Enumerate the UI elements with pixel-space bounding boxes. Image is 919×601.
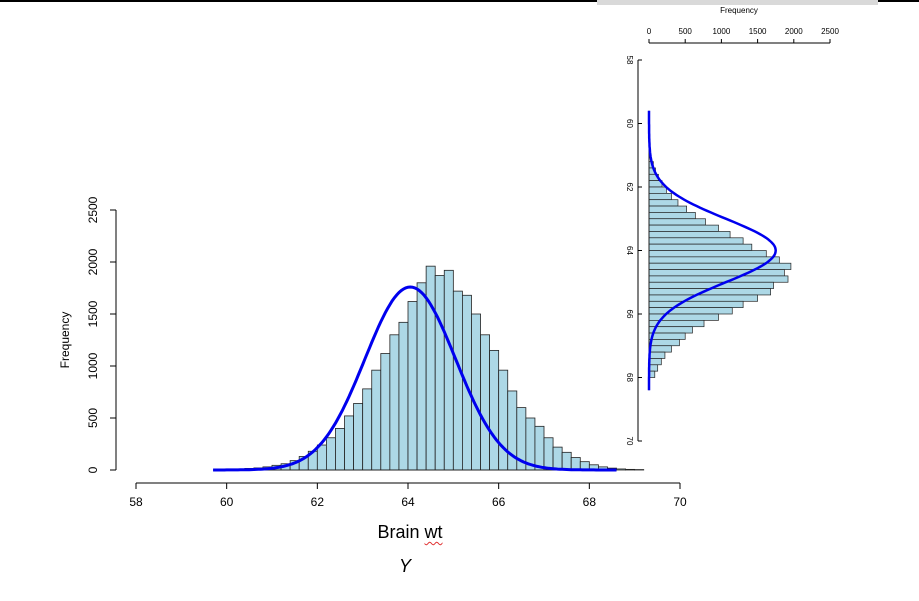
side-x-tick-label-2000: 2000 — [785, 27, 803, 36]
main-x-tick-label-66: 66 — [492, 495, 506, 509]
side-bar-27 — [648, 332, 686, 340]
side-x-tick-label-500: 500 — [679, 27, 693, 36]
side-bar-14 — [648, 250, 767, 258]
main-y-tick-label-1000: 1000 — [86, 352, 100, 379]
variable-caption: Y — [398, 556, 411, 576]
side-bar-15 — [648, 256, 780, 264]
x-caption-unit: wt — [424, 522, 443, 542]
side-bar-17 — [648, 269, 785, 277]
side-x-tick-label-0: 0 — [647, 27, 652, 36]
side-y-tick-label-58: 58 — [625, 56, 634, 65]
side-histogram-bars — [647, 110, 792, 391]
side-bar-12 — [648, 237, 744, 245]
side-bar-10 — [648, 224, 719, 232]
top-border-line — [0, 0, 919, 2]
side-y-tick-label-62: 62 — [625, 183, 634, 192]
side-axis-title: Frequency — [720, 6, 758, 15]
main-y-axis-label: Frequency — [58, 312, 72, 369]
main-x-tick-label-60: 60 — [220, 495, 234, 509]
side-bar-7 — [648, 205, 687, 213]
side-bar-28 — [648, 339, 680, 347]
side-x-tick-label-1500: 1500 — [749, 27, 767, 36]
side-x-tick-label-2500: 2500 — [821, 27, 839, 36]
side-y-tick-label-64: 64 — [625, 246, 634, 255]
side-x-axis: 0 500 1000 1500 2000 2500 — [647, 27, 839, 44]
side-y-tick-label-60: 60 — [625, 119, 634, 128]
side-y-tick-label-66: 66 — [625, 310, 634, 319]
main-x-tick-label-68: 68 — [583, 495, 597, 509]
main-x-tick-label-62: 62 — [311, 495, 325, 509]
side-density-curve — [647, 110, 777, 391]
side-bar-23 — [648, 307, 733, 315]
side-bar-31 — [648, 358, 662, 366]
main-y-tick-label-500: 500 — [86, 408, 100, 428]
side-y-tick-label-68: 68 — [625, 373, 634, 382]
main-x-axis: 58 60 62 64 66 68 70 — [129, 482, 687, 509]
side-x-tick-label-1000: 1000 — [713, 27, 731, 36]
side-bar-24 — [648, 313, 719, 321]
side-bar-8 — [648, 212, 696, 220]
side-bar-16 — [648, 262, 792, 270]
main-y-tick-label-2500: 2500 — [86, 196, 100, 223]
main-y-axis: 0 500 1000 1500 2000 2500 — [86, 196, 117, 473]
side-bar-5 — [648, 193, 672, 201]
main-density-curve — [213, 285, 617, 472]
main-y-tick-label-2000: 2000 — [86, 248, 100, 275]
side-bar-18 — [648, 275, 789, 283]
side-bar-11 — [648, 231, 731, 239]
x-caption-word: Brain — [377, 522, 420, 542]
main-x-tick-label-64: 64 — [401, 495, 415, 509]
side-bar-13 — [648, 243, 753, 251]
main-y-tick-label-1500: 1500 — [86, 300, 100, 327]
side-bar-9 — [648, 218, 706, 226]
side-bar-4 — [648, 186, 667, 194]
side-bar-30 — [648, 351, 666, 359]
main-x-tick-label-70: 70 — [673, 495, 687, 509]
main-x-tick-label-58: 58 — [129, 495, 143, 509]
main-histogram-bars — [213, 265, 645, 472]
side-bar-6 — [648, 199, 679, 207]
main-y-tick-label-0: 0 — [86, 466, 100, 473]
side-y-axis: 58 60 62 64 66 68 70 — [625, 56, 642, 446]
side-panel-strip — [597, 0, 878, 5]
x-caption: Brain wt — [330, 522, 490, 543]
side-bar-21 — [648, 294, 758, 302]
side-y-tick-label-70: 70 — [625, 437, 634, 446]
side-bar-22 — [648, 300, 744, 308]
side-bar-29 — [648, 345, 672, 353]
